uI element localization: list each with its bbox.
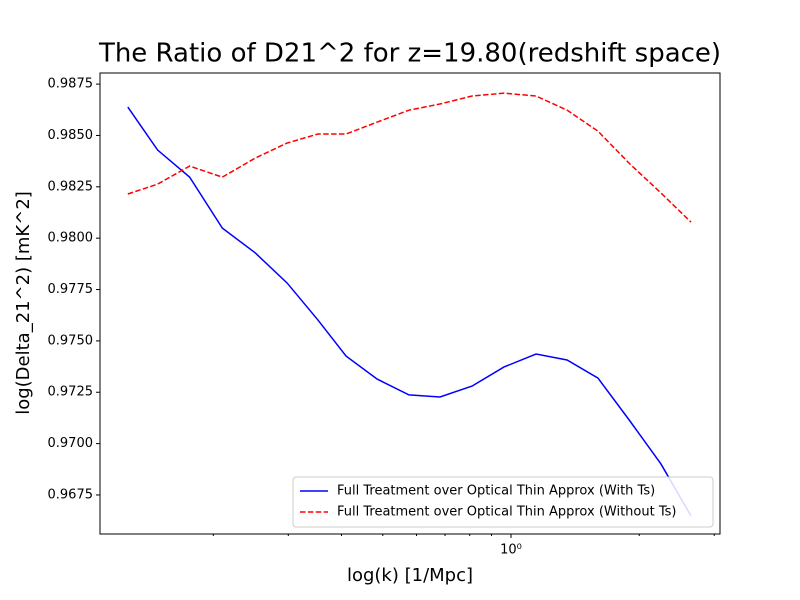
x-tick-label: 10⁰ bbox=[500, 543, 522, 558]
series-line bbox=[127, 106, 692, 517]
legend-label: Full Treatment over Optical Thin Approx … bbox=[337, 505, 676, 520]
y-tick-label: 0.9725 bbox=[48, 385, 94, 400]
y-tick-label: 0.9775 bbox=[48, 282, 94, 297]
legend: Full Treatment over Optical Thin Approx … bbox=[292, 476, 714, 528]
y-tick-label: 0.9850 bbox=[48, 128, 94, 143]
series-line bbox=[127, 92, 692, 223]
y-axis-label: log(Delta_21^2) [mK^2] bbox=[13, 191, 34, 415]
x-axis-label: log(k) [1/Mpc] bbox=[347, 565, 473, 586]
y-tick-label: 0.9800 bbox=[48, 231, 94, 246]
y-tick-label: 0.9675 bbox=[48, 487, 94, 502]
legend-box bbox=[292, 476, 714, 528]
plot-frame bbox=[99, 72, 721, 535]
y-tick-label: 0.9875 bbox=[48, 77, 94, 92]
y-tick-label: 0.9750 bbox=[48, 333, 94, 348]
chart-title: The Ratio of D21^2 for z=19.80(redshift … bbox=[98, 39, 721, 69]
y-tick-label: 0.9825 bbox=[48, 179, 94, 194]
y-tick-label: 0.9700 bbox=[48, 436, 94, 451]
legend-label: Full Treatment over Optical Thin Approx … bbox=[337, 484, 655, 499]
